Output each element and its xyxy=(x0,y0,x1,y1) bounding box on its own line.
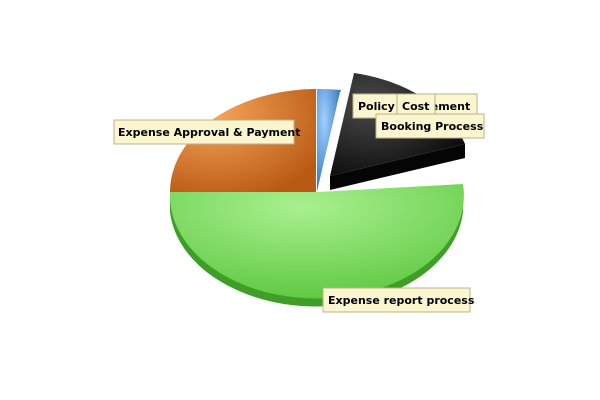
slice-wall-booking xyxy=(330,144,465,190)
svg-text:Cost: Cost xyxy=(402,100,429,113)
svg-text:Expense report process: Expense report process xyxy=(328,294,475,307)
slice-separator xyxy=(317,91,342,193)
svg-text:Booking Process: Booking Process xyxy=(381,120,484,133)
callout-expense-report-process: Expense report process xyxy=(322,287,475,313)
svg-text:Expense Approval & Payment: Expense Approval & Payment xyxy=(118,126,301,139)
callout-booking-process: Booking Process xyxy=(375,113,485,139)
svg-text:Cost Management: Cost Management xyxy=(358,100,470,113)
slice-expense-report-process[interactable] xyxy=(169,184,464,299)
svg-text:Policy: Policy xyxy=(358,100,395,113)
pie-callouts: Expense Approval & Payment Cost Manageme… xyxy=(113,93,485,313)
callout-expense-approval-payment: Expense Approval & Payment xyxy=(113,119,301,145)
